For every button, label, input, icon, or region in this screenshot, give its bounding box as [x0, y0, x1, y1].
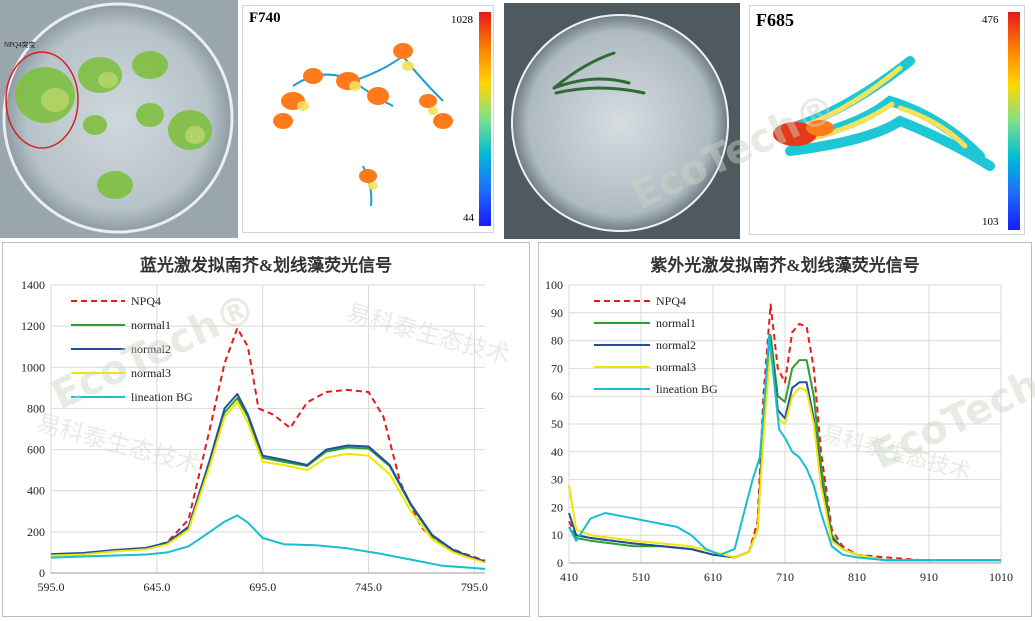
x-tick-label: 610 [704, 570, 722, 584]
f740-heatmap-panel: F740 1028 44 [242, 5, 494, 233]
legend-entry: normal2 [656, 338, 696, 352]
y-tick-label: 0 [557, 556, 563, 570]
x-tick-label: 710 [776, 570, 794, 584]
y-tick-label: 20 [551, 500, 563, 514]
f685-fluorescence-image [773, 56, 995, 171]
y-tick-label: 40 [551, 445, 563, 459]
y-tick-label: 400 [27, 484, 45, 498]
x-tick-label: 910 [920, 570, 938, 584]
f685-colorbar [1008, 12, 1020, 230]
legend-entry: normal3 [131, 366, 171, 380]
y-tick-label: 200 [27, 525, 45, 539]
x-tick-label: 410 [560, 570, 578, 584]
f740-fluorescence-image [273, 43, 453, 207]
f685-heatmap-panel: F685 476 103 [749, 5, 1025, 235]
series-line-npq4 [568, 303, 1001, 562]
x-tick-label: 695.0 [249, 580, 276, 594]
petri-dish-photo-algae [504, 3, 740, 239]
y-tick-label: 600 [27, 443, 45, 457]
legend-entry: NPQ4 [131, 294, 161, 308]
f740-colorbar-max: 1028 [451, 14, 473, 26]
legend-entry: lineation BG [656, 382, 718, 396]
series-line-lineation-bg [50, 514, 486, 570]
blue-excitation-chart-frame: 蓝光激发拟南芥&划线藻荧光信号 0 200 400 600 800 1000 1200 1400… [2, 242, 530, 617]
y-tick-label: 100 [545, 278, 563, 292]
npq4-annotation: NPQ4突变 [4, 41, 36, 49]
petri-dish-arabidopsis-image [0, 0, 238, 238]
x-tick-label: 1010 [989, 570, 1013, 584]
x-tick-label: 795.0 [461, 580, 488, 594]
legend-entry: lineation BG [131, 390, 193, 404]
y-tick-label: 10 [551, 528, 563, 542]
y-tick-label: 800 [27, 401, 45, 415]
f685-colorbar-max: 476 [982, 14, 999, 26]
y-tick-label: 90 [551, 306, 563, 320]
y-tick-label: 30 [551, 473, 563, 487]
f685-colorbar-min: 103 [982, 216, 999, 228]
series-line-normal2 [50, 393, 486, 563]
f740-colorbar [479, 12, 491, 226]
legend-entry: normal1 [131, 318, 171, 332]
legend-entry: normal3 [656, 360, 696, 374]
x-tick-label: 595.0 [38, 580, 65, 594]
x-tick-label: 510 [632, 570, 650, 584]
uv-excitation-chart: 紫外光激发拟南芥&划线藻荧光信号 0 10 20 30 40 50 60 70 80 90 100 41… [545, 255, 1013, 584]
y-tick-label: 50 [551, 417, 563, 431]
series-line-normal1 [50, 397, 486, 563]
chart-title: 蓝光激发拟南芥&划线藻荧光信号 [140, 255, 392, 275]
uv-excitation-chart-frame: 紫外光激发拟南芥&划线藻荧光信号 0 10 20 30 40 50 60 70 80 90 100 41… [538, 242, 1032, 617]
y-tick-label: 60 [551, 389, 563, 403]
x-tick-label: 810 [848, 570, 866, 584]
x-tick-label: 745.0 [355, 580, 382, 594]
y-tick-label: 1400 [21, 278, 45, 292]
y-tick-label: 70 [551, 361, 563, 375]
f740-label: F740 [249, 10, 281, 26]
blue-excitation-chart: 蓝光激发拟南芥&划线藻荧光信号 0 200 400 600 800 1000 1200 1400… [21, 255, 488, 594]
x-tick-label: 645.0 [143, 580, 170, 594]
series-line-normal3 [50, 401, 486, 564]
chart-title: 紫外光激发拟南芥&划线藻荧光信号 [650, 255, 919, 275]
legend-entry: NPQ4 [656, 294, 686, 308]
series-line-npq4 [50, 327, 486, 562]
y-tick-label: 80 [551, 334, 563, 348]
y-tick-label: 1000 [21, 360, 45, 374]
petri-dish-algae-image [504, 3, 740, 239]
y-tick-label: 0 [39, 566, 45, 580]
series-line-lineation-bg [568, 334, 1001, 562]
legend-entry: normal1 [656, 316, 696, 330]
legend-entry: normal2 [131, 342, 171, 356]
f685-label: F685 [756, 10, 794, 30]
f740-colorbar-min: 44 [463, 212, 474, 224]
petri-dish-photo-arabidopsis: NPQ4突变 [0, 0, 238, 238]
y-tick-label: 1200 [21, 319, 45, 333]
